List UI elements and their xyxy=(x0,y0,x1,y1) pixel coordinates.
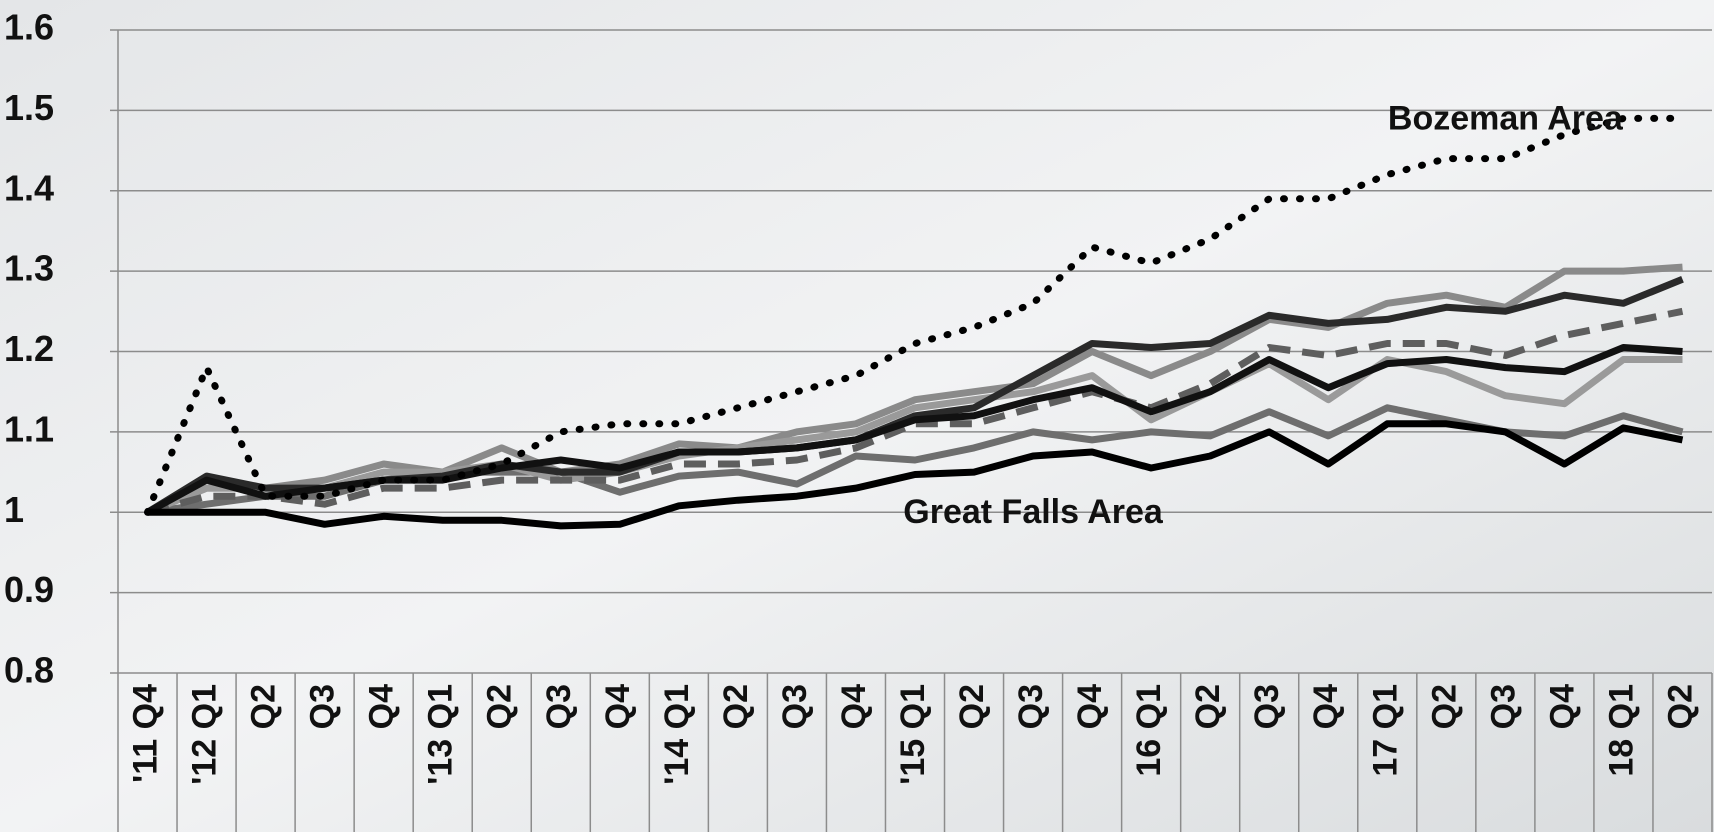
x-tick-label: 16 Q1 xyxy=(1130,684,1168,777)
x-tick-label: Q2 xyxy=(953,684,991,729)
y-tick-label: 0.9 xyxy=(4,569,54,610)
x-tick-label: '13 Q1 xyxy=(422,684,460,785)
x-tick-label: Q3 xyxy=(1012,684,1050,729)
x-tick-label: '12 Q1 xyxy=(186,684,224,785)
x-tick-label: Q4 xyxy=(1071,684,1109,729)
x-tick-label: Q4 xyxy=(835,684,873,729)
x-tick-label: '15 Q1 xyxy=(894,684,932,785)
x-tick-label: 17 Q1 xyxy=(1366,684,1404,777)
series-label: Great Falls Area xyxy=(903,493,1164,531)
y-tick-label: 1.5 xyxy=(4,87,54,128)
x-tick-label: Q4 xyxy=(363,684,401,729)
y-tick-label: 1.1 xyxy=(4,408,54,449)
x-tick-label: Q3 xyxy=(1248,684,1286,729)
x-tick-label: 18 Q1 xyxy=(1602,684,1640,777)
y-tick-label: 1.6 xyxy=(4,7,54,48)
y-tick-label: 0.8 xyxy=(4,650,54,691)
chart: 0.8 0.9 1 1.1 1.2 1.3 1.4 1.5 1.6 '11 Q4 '12 Q1 Q2 Q… xyxy=(0,0,1714,832)
y-tick-label: 1.3 xyxy=(4,248,54,289)
page: {"chart_data": {"type": "line", "categor… xyxy=(0,0,1714,832)
x-tick-label: Q4 xyxy=(1307,684,1345,729)
y-tick-label: 1 xyxy=(4,489,24,530)
x-tick-label: Q2 xyxy=(481,684,519,729)
x-tick-label: Q2 xyxy=(245,684,283,729)
x-tick-label: Q3 xyxy=(540,684,578,729)
x-tick-label: Q3 xyxy=(1484,684,1522,729)
y-tick-label: 1.4 xyxy=(4,167,54,208)
x-tick-label: Q2 xyxy=(1425,684,1463,729)
x-tick-label: '14 Q1 xyxy=(658,684,696,785)
x-tick-label: Q2 xyxy=(1661,684,1699,729)
x-tick-label: '11 Q4 xyxy=(127,684,165,783)
series-label: Bozeman Area xyxy=(1388,99,1624,137)
x-tick-label: Q2 xyxy=(717,684,755,729)
y-tick-label: 1.2 xyxy=(4,328,54,369)
x-tick-label: Q4 xyxy=(1543,684,1581,729)
x-tick-label: Q3 xyxy=(304,684,342,729)
x-tick-label: Q4 xyxy=(599,684,637,729)
x-tick-label: Q2 xyxy=(1189,684,1227,729)
x-tick-label: Q3 xyxy=(776,684,814,729)
